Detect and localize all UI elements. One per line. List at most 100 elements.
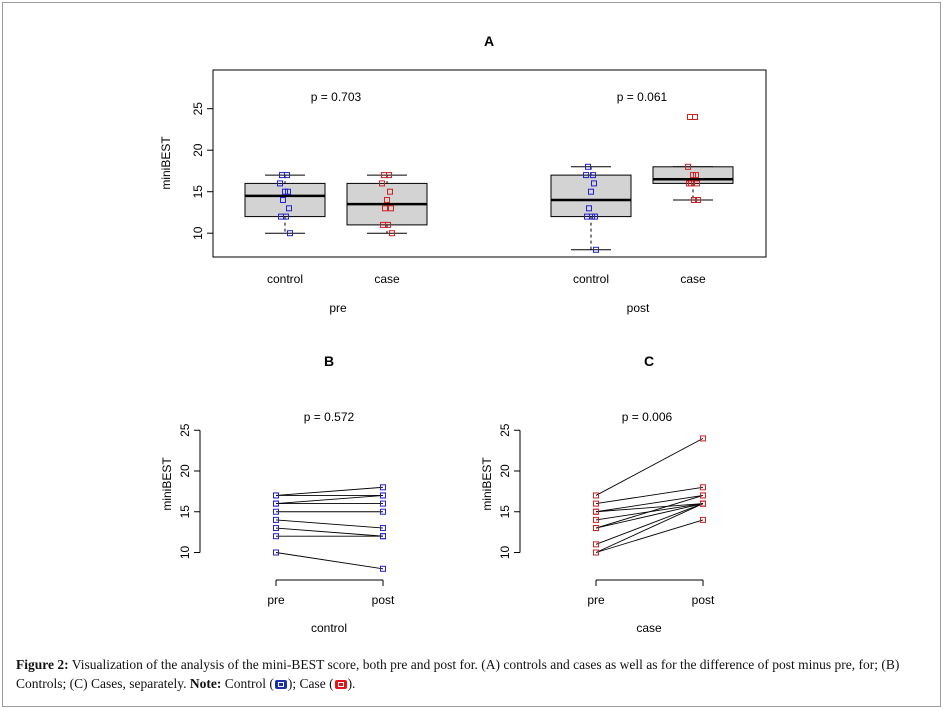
panel-a-case-pre-point-6 [388, 205, 394, 212]
panel-b-title: B [324, 353, 334, 369]
panel-b-y-tick-label-15: 15 [178, 505, 192, 519]
panel-c-y-tick-label-25: 25 [498, 423, 512, 437]
panel-b-line-6 [275, 527, 384, 537]
caption-figure-label: Figure 2: [16, 657, 69, 672]
case-legend-icon [334, 680, 347, 689]
panel-b-post-point-0 [380, 484, 386, 491]
panel-b-pvalue: p = 0.572 [304, 410, 355, 424]
panel-b-lines [273, 484, 386, 572]
panel-a-case-pre-point-3 [387, 188, 393, 195]
panel-a-pvalue-post: p = 0.061 [617, 90, 668, 104]
panel-a-pvalue-pre: p = 0.703 [311, 90, 362, 104]
panel-c-x-axis [595, 579, 704, 586]
panel-b-y-tick-label-25: 25 [178, 423, 192, 437]
panel-c-line-0 [595, 438, 704, 496]
panel-c-line-3 [595, 503, 704, 513]
panel-a-control-pre-point-9 [287, 230, 293, 237]
panel-a-case-post-point-6 [694, 180, 700, 187]
caption-control-label: Control ( [224, 676, 274, 691]
panel-b-x-axis [275, 579, 384, 586]
panel-a-case-post-point-0 [687, 114, 693, 120]
panel-a-control-pre-point-6 [286, 205, 292, 212]
panel-c-y-label: miniBEST [480, 457, 494, 511]
panel-a-case-post-point-7 [686, 180, 692, 187]
panel-b-post-point-7 [380, 533, 386, 540]
panel-b-pre-point-6 [273, 525, 279, 532]
panel-a-control-post-point-9 [593, 246, 599, 253]
panel-a-control-post-point-8 [589, 213, 595, 220]
panel-a-group-label-pre: pre [329, 301, 347, 315]
panel-c-line-6 [595, 495, 704, 529]
panel-b-line-2 [275, 495, 384, 505]
panel-c-line-8 [595, 519, 704, 553]
panel-c-xtick-pre: pre [587, 593, 605, 607]
panel-b-pre-point-4 [273, 508, 279, 515]
panel-a-control-pre-point-8 [283, 213, 289, 220]
panel-b-xtick-pre: pre [267, 593, 285, 607]
panel-b-line-5 [275, 519, 384, 529]
caption-case-label: ); Case ( [287, 676, 334, 691]
panel-c-pre-point-0 [593, 492, 599, 499]
panel-b-y-label: miniBEST [160, 457, 174, 511]
panel-a: A 10 15 20 25 miniBEST control case control… [159, 33, 767, 315]
panel-c-y-tick-label-10: 10 [498, 546, 512, 560]
panel-c-post-point-1 [700, 484, 706, 491]
panel-a-case-pre-point-4 [384, 197, 390, 203]
panel-c-pre-point-7 [593, 541, 599, 548]
panel-c-pre-point-1 [593, 500, 599, 507]
panel-c: C 10 15 20 25 miniBEST pre post case p = 0.… [480, 353, 715, 635]
panel-b-pre-point-3 [273, 500, 279, 507]
panel-a-y-axis: 10 15 20 25 [191, 102, 214, 240]
panel-b-y-tick-label-20: 20 [178, 464, 192, 478]
panel-b-line-0 [275, 486, 384, 496]
panel-a-y-tick-label-20: 20 [191, 143, 205, 157]
caption-end: ). [347, 676, 356, 691]
panel-a-case-pre-point-2 [379, 180, 385, 187]
panel-b-post-point-5 [380, 525, 386, 532]
panel-b-y-tick-label-10: 10 [178, 546, 192, 560]
panel-a-control-pre-point-1 [284, 172, 290, 179]
panel-c-x-label: case [636, 621, 662, 635]
panel-a-case-post-point-2 [685, 163, 691, 170]
panel-a-case-post-point-8 [691, 197, 697, 203]
panel-a-control-post-point-5 [586, 205, 592, 212]
panel-b-pre-point-8 [273, 549, 279, 556]
panel-a-case-pre-point-5 [382, 205, 388, 212]
panel-b-post-point-3 [380, 500, 386, 507]
panel-c-xtick-post: post [692, 593, 715, 607]
panel-b-pre-point-1 [273, 492, 279, 499]
panel-a-boxes [244, 114, 734, 253]
panel-b-xtick-post: post [372, 593, 395, 607]
figure-canvas: A 10 15 20 25 miniBEST control case control… [159, 33, 767, 635]
panel-b-pre-point-7 [273, 533, 279, 540]
panel-a-y-tick-label-25: 25 [191, 102, 205, 116]
panel-c-post-point-6 [700, 492, 706, 499]
panel-b-x-label: control [311, 621, 347, 635]
panel-c-line-5 [595, 503, 704, 529]
panel-c-post-point-0 [700, 435, 706, 442]
panel-c-line-7 [595, 503, 704, 545]
panel-c-line-1 [595, 486, 704, 505]
panel-c-pre-point-3 [593, 508, 599, 515]
panel-a-xtick-case-post: case [680, 272, 706, 286]
panel-c-y-tick-label-15: 15 [498, 505, 512, 519]
caption-note-label: Note: [189, 676, 222, 691]
panel-a-title: A [484, 33, 494, 49]
panel-a-control-pre-point-4 [282, 188, 288, 195]
panel-c-pvalue: p = 0.006 [622, 410, 673, 424]
panel-a-control-post-point-3 [591, 180, 597, 187]
panel-c-line-2 [595, 495, 704, 513]
panel-a-control-post-point-0 [585, 163, 591, 170]
panel-c-title: C [644, 353, 654, 369]
panel-c-y-axis: 10 15 20 25 [498, 423, 521, 560]
panel-c-post-point-8 [700, 516, 706, 523]
panel-a-control-pre-point-2 [277, 180, 283, 187]
control-legend-icon [274, 680, 287, 689]
panel-a-case-pre-point-1 [386, 172, 392, 179]
panel-a-xtick-case-pre: case [374, 272, 400, 286]
panel-a-control-post-point-4 [588, 188, 594, 195]
panel-c-line-9 [595, 503, 704, 553]
panel-a-case-post-point-4 [690, 172, 696, 179]
panel-a-y-tick-label-15: 15 [191, 185, 205, 199]
